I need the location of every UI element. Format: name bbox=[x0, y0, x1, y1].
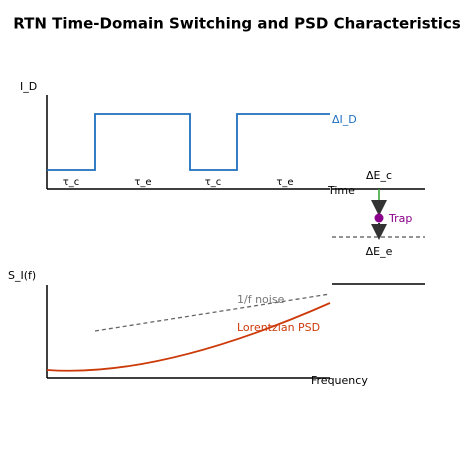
lorentzian-label: Lorentzian PSD bbox=[237, 321, 320, 334]
interval-label: τ_e bbox=[276, 177, 293, 188]
noise-line bbox=[94, 293, 331, 332]
delta-label: ΔI_D bbox=[332, 113, 357, 126]
lorentzian-curve bbox=[46, 302, 331, 372]
x-label: Frequency bbox=[311, 374, 368, 387]
rtn-signal bbox=[47, 113, 330, 171]
title: RTN Time-Domain Switching and PSD Charac… bbox=[13, 15, 461, 33]
y-label: S_I(f) bbox=[8, 269, 36, 282]
y-label: I_D bbox=[20, 80, 37, 93]
noise-label: 1/f noise bbox=[237, 293, 285, 306]
interval-label: τ_c bbox=[205, 177, 222, 188]
interval-label: τ_c bbox=[63, 177, 80, 188]
upper-label: ΔE_c bbox=[366, 169, 392, 182]
lower-label: ΔE_e bbox=[366, 245, 393, 258]
x-label: Time bbox=[327, 184, 355, 197]
interval-label: τ_e bbox=[134, 177, 151, 188]
trap-dot bbox=[374, 213, 384, 223]
trap-label: Trap bbox=[388, 212, 412, 225]
